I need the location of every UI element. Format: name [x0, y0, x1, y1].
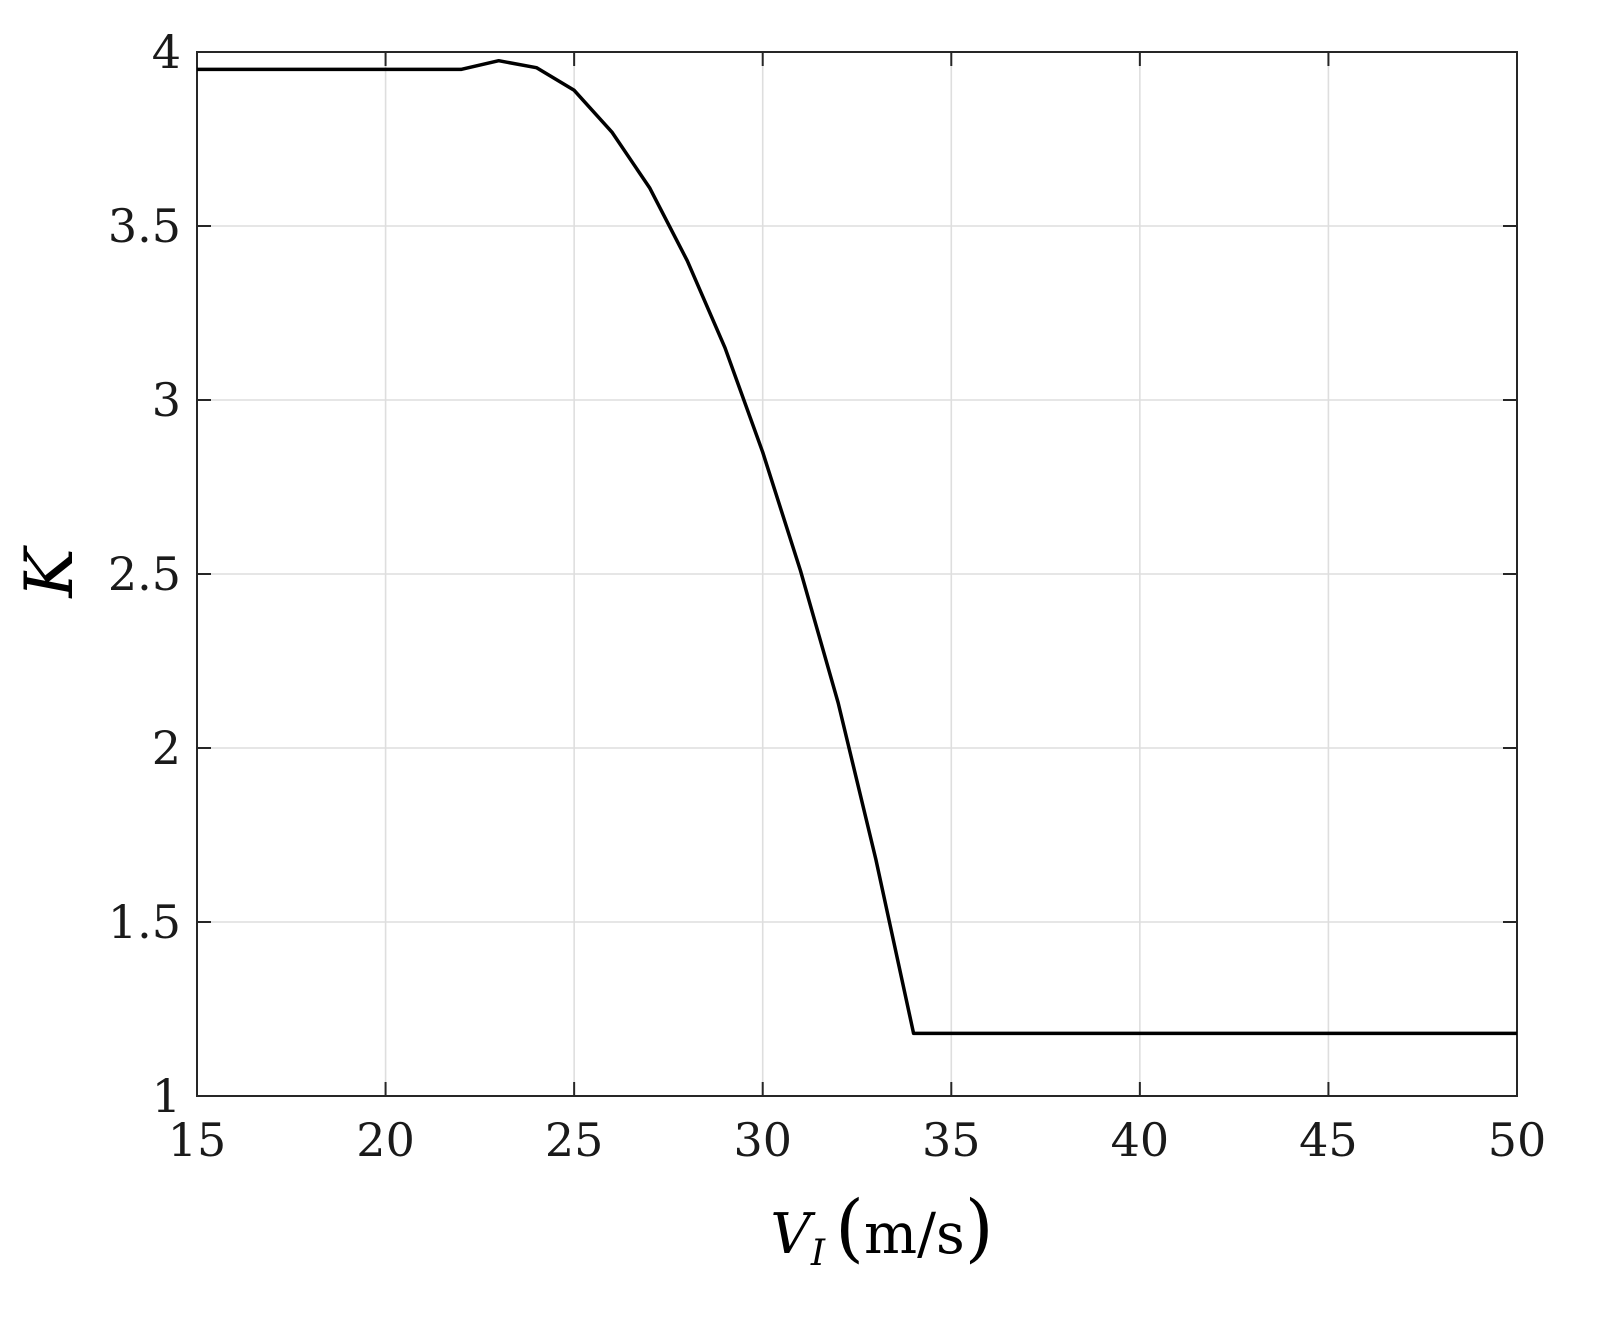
x-tick-label: 30 [733, 1113, 792, 1167]
x-tick-label: 40 [1111, 1113, 1170, 1167]
y-tick-label: 4 [152, 25, 181, 79]
x-tick-label: 15 [168, 1113, 227, 1167]
x-axis-label-subscript: I [810, 1233, 826, 1274]
grid [197, 52, 1517, 1096]
y-tick-label: 1.5 [108, 895, 181, 949]
x-axis-label-open-paren: ( [835, 1185, 864, 1271]
y-tick-label: 2 [152, 721, 181, 775]
svg-text:VI(m/s): VI (m/s) [770, 1185, 993, 1274]
y-axis-label: K [11, 545, 88, 599]
x-tick-labels: 15 20 25 30 35 40 45 50 [168, 1113, 1547, 1167]
x-axis-label-variable: V [770, 1202, 816, 1267]
x-tick-label: 20 [356, 1113, 415, 1167]
y-tick-label: 3 [152, 373, 181, 427]
x-tick-label: 25 [545, 1113, 604, 1167]
y-tick-labels: 1 1.5 2 2.5 3 3.5 4 [108, 25, 181, 1123]
x-axis-label-close-paren: ) [965, 1185, 994, 1271]
x-axis-label: VI (m/s) [770, 1185, 993, 1274]
series-line-k [197, 58, 1517, 1036]
x-tick-label: 45 [1299, 1113, 1358, 1167]
x-axis-label-unit: m/s [864, 1202, 965, 1267]
x-tick-label: 35 [922, 1113, 981, 1167]
y-tick-label: 1 [152, 1069, 181, 1123]
x-tick-label: 50 [1488, 1113, 1547, 1167]
ticks [196, 51, 1518, 1097]
y-tick-label: 3.5 [108, 199, 181, 253]
y-tick-label: 2.5 [108, 547, 181, 601]
